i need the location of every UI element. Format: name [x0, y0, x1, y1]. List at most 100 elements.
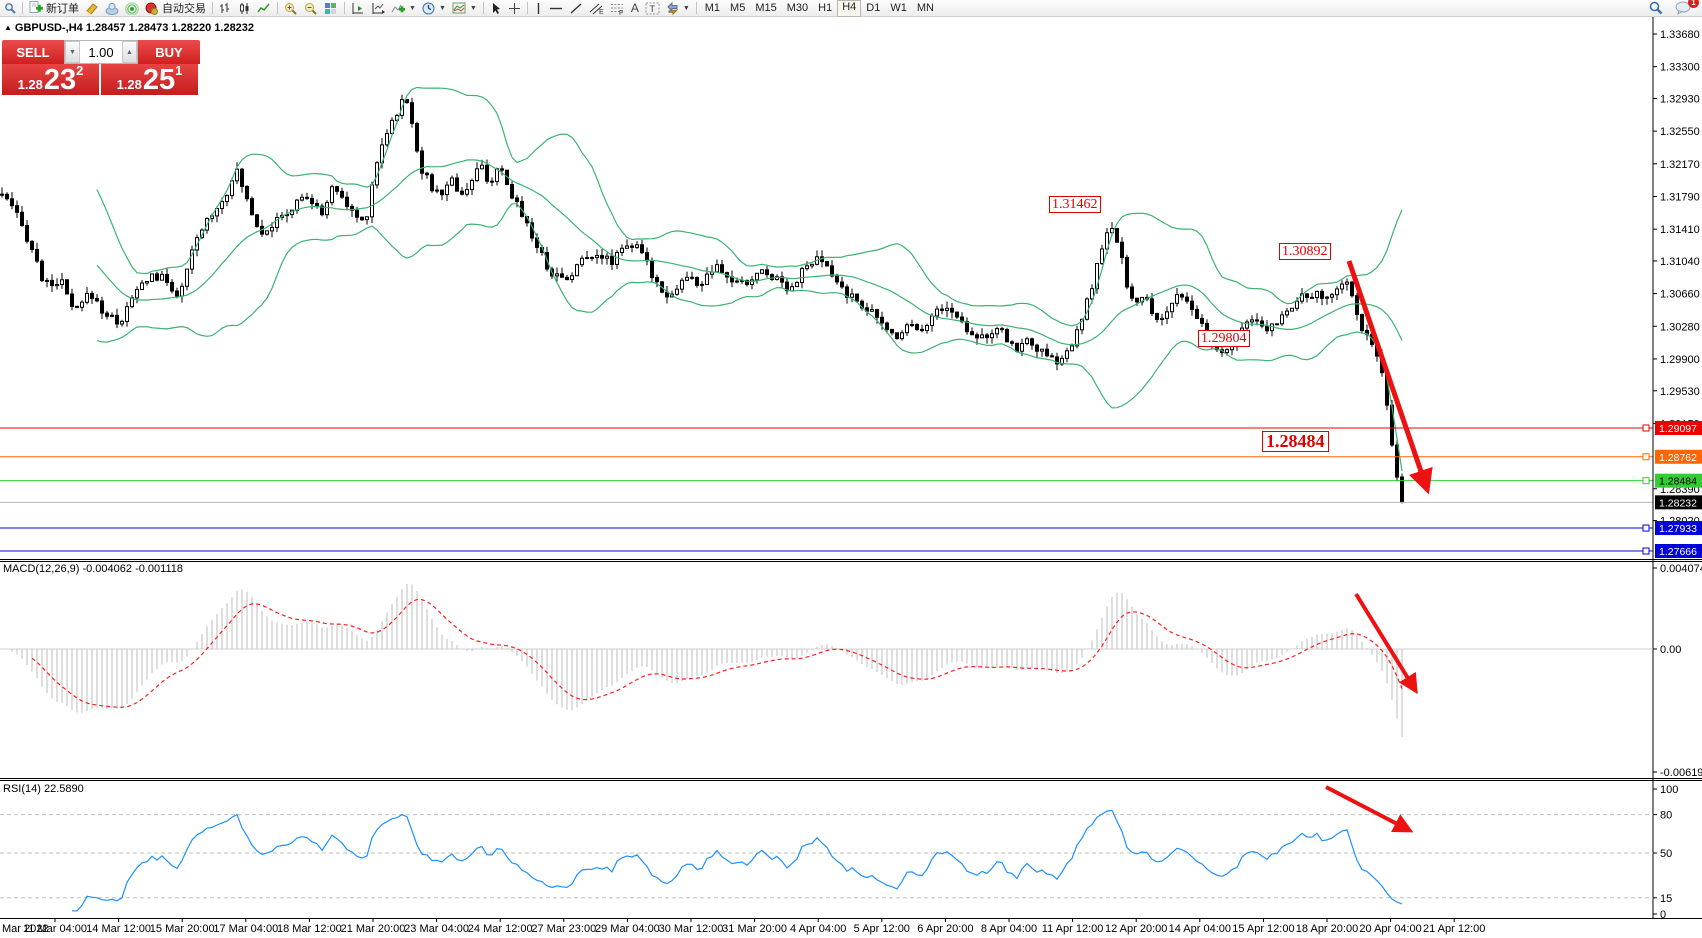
timeframe-h4[interactable]: H4: [837, 0, 862, 17]
timeframe-m30[interactable]: M30: [786, 1, 809, 14]
bars-chart-button[interactable]: [216, 0, 235, 16]
periods-button[interactable]: ▼: [419, 0, 449, 16]
separator: [526, 2, 528, 14]
price-annotation[interactable]: 1.29804: [1198, 330, 1250, 347]
signal-icon: [125, 1, 139, 15]
timeframe-w1[interactable]: W1: [890, 1, 907, 14]
time-axis-label: 30 Mar 12:00: [659, 923, 724, 935]
tile-windows-icon: [325, 2, 336, 14]
timeframe-m5[interactable]: M5: [730, 1, 746, 14]
sell-button[interactable]: SELL: [2, 40, 64, 64]
notifications-button[interactable]: 1: [1672, 0, 1699, 16]
arrange-left-button[interactable]: [348, 0, 368, 16]
autotrade-button[interactable]: 自动交易: [142, 0, 209, 16]
volume-stepper: ▼ 1.00 ▲: [64, 40, 138, 64]
autotrade-label: 自动交易: [162, 3, 206, 15]
trend-arrow: [1346, 260, 1433, 495]
channel-button[interactable]: E: [586, 0, 607, 16]
price-annotation[interactable]: 1.31462: [1049, 196, 1101, 213]
zoom-in-button[interactable]: [281, 0, 301, 16]
signal-button[interactable]: [122, 0, 142, 16]
time-axis-label: 18 Mar 12:00: [277, 923, 342, 935]
new-order-label: 新订单: [46, 3, 79, 15]
time-axis-label: Mar 2022: [2, 923, 48, 935]
price-tag: 1.27666: [1655, 544, 1702, 558]
collapse-triangle-icon[interactable]: ▲: [4, 23, 12, 32]
svg-text:1.28232: 1.28232: [1659, 497, 1697, 509]
time-axis-label: 15 Mar 20:00: [150, 923, 215, 935]
trend-arrow: [1354, 592, 1418, 695]
svg-text:1.32930: 1.32930: [1660, 93, 1700, 105]
price-annotation[interactable]: 1.30892: [1279, 243, 1331, 260]
channel-icon: E: [589, 3, 604, 15]
timeframe-m15[interactable]: M15: [755, 1, 777, 14]
separator: [212, 2, 213, 14]
svg-text:100: 100: [1660, 784, 1678, 796]
separator: [344, 2, 345, 14]
chevron-down-icon: ▼: [469, 4, 477, 12]
cursor-button[interactable]: [487, 0, 505, 16]
styler-button[interactable]: [82, 0, 102, 16]
arrange-right-button[interactable]: [368, 0, 388, 16]
shapes-button[interactable]: ▼: [663, 0, 693, 16]
time-axis-label: 11 Mar 04:00: [23, 923, 87, 935]
svg-text:0: 0: [1660, 909, 1666, 921]
toolbar-search-button[interactable]: [1646, 0, 1666, 16]
fibo-icon: F: [610, 3, 623, 15]
time-axis-label: 18 Apr 20:00: [1296, 923, 1358, 935]
svg-text:80: 80: [1660, 810, 1672, 822]
trendline-button[interactable]: [566, 0, 586, 16]
sell-price[interactable]: 1.28 23 2: [2, 64, 99, 95]
chart-title: ▲ GBPUSD-,H4 1.28457 1.28473 1.28220 1.28…: [4, 22, 254, 34]
trendline-icon: [570, 2, 582, 14]
time-axis-label: 24 Mar 12:00: [468, 923, 533, 935]
templates-button[interactable]: ▼: [449, 0, 480, 16]
time-axis-label: 17 Mar 04:00: [213, 923, 278, 935]
fibo-button[interactable]: F: [607, 0, 628, 16]
volume-decrease-button[interactable]: ▼: [65, 41, 80, 63]
timeframe-bar: M1 M5 M15 M30 H1 H4 D1 W1 MN: [700, 0, 939, 17]
buy-button[interactable]: BUY: [138, 40, 200, 64]
text-button[interactable]: A: [628, 0, 642, 16]
price-tag: 1.28484: [1655, 473, 1702, 488]
tile-windows-button[interactable]: [321, 0, 341, 16]
chat-icon: [1675, 1, 1691, 15]
hline-icon: [549, 7, 562, 9]
arrange-left-icon: [352, 2, 363, 14]
search-button[interactable]: [2, 0, 19, 16]
line-chart-button[interactable]: [254, 0, 274, 16]
separator: [22, 2, 23, 14]
indicators-icon: [391, 4, 405, 12]
text-icon: A: [630, 0, 639, 15]
chevron-down-icon: ▼: [409, 4, 416, 12]
svg-text:15: 15: [1660, 893, 1672, 905]
crosshair-button[interactable]: [505, 0, 524, 16]
svg-text:1.27933: 1.27933: [1659, 523, 1697, 535]
price-annotation[interactable]: 1.28484: [1262, 431, 1329, 452]
buy-price-big: 25: [142, 64, 176, 96]
label-button[interactable]: T: [642, 0, 663, 16]
styler-icon: [86, 2, 98, 15]
buy-price[interactable]: 1.28 25 1: [101, 64, 198, 95]
macd-label: MACD(12,26,9) -0.004062 -0.001118: [3, 563, 183, 575]
buy-price-pip: 1: [175, 63, 183, 78]
hline-button[interactable]: [546, 0, 566, 16]
zoom-out-button[interactable]: [301, 0, 321, 16]
timeframe-mn[interactable]: MN: [916, 1, 934, 14]
profile-button[interactable]: [102, 0, 122, 16]
timeframe-d1[interactable]: D1: [866, 1, 881, 14]
svg-text:1.28484: 1.28484: [1659, 476, 1697, 488]
timeframe-h1[interactable]: H1: [818, 1, 833, 14]
arrange-right-icon: [372, 2, 385, 14]
indicators-button[interactable]: ▼: [388, 0, 419, 16]
shapes-icon: [667, 1, 679, 15]
vline-button[interactable]: [531, 0, 546, 16]
timeframe-m1[interactable]: M1: [704, 1, 721, 14]
candles-chart-button[interactable]: [235, 0, 254, 16]
volume-increase-button[interactable]: ▲: [122, 41, 137, 63]
volume-input[interactable]: 1.00: [88, 44, 114, 60]
new-order-button[interactable]: 新订单: [26, 0, 82, 16]
svg-text:1.30660: 1.30660: [1660, 289, 1700, 301]
svg-text:1.29530: 1.29530: [1660, 386, 1700, 398]
